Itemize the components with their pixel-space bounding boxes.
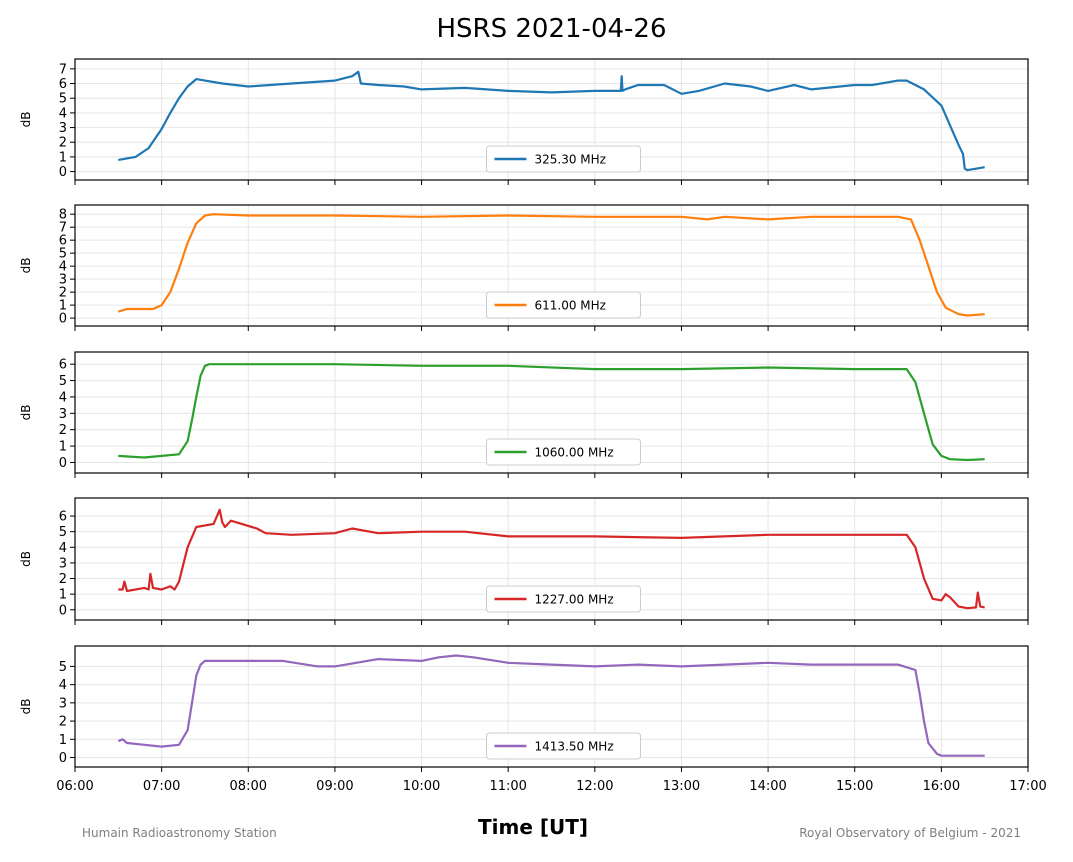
y-tick-label: 6 — [59, 234, 67, 249]
y-tick-label: 1 — [59, 588, 67, 603]
y-tick-label: 4 — [59, 390, 67, 405]
series-line — [117, 654, 985, 757]
legend-box — [486, 438, 641, 466]
y-tick-label: 1 — [59, 733, 67, 748]
x-tick-label: 15:00 — [836, 779, 873, 794]
legend-box — [486, 291, 641, 319]
y-tick-label: 4 — [59, 541, 67, 556]
panel-frame — [74, 351, 1029, 474]
y-tick-label: 2 — [59, 286, 67, 301]
y-tick-label: 5 — [59, 374, 67, 389]
y-tick-label: 5 — [59, 92, 67, 107]
x-tick-label: 17:00 — [1009, 779, 1046, 794]
y-tick-label: 0 — [59, 751, 67, 766]
y-tick-label: 0 — [59, 312, 67, 327]
panel-4: 0 1 2 3 4 5 dB 1413.50 MHz — [19, 645, 1029, 772]
y-tick-label: 1 — [59, 150, 67, 165]
legend-box — [486, 585, 641, 613]
legend: 325.30 MHz — [486, 145, 641, 173]
footer-observatory-credit: Royal Observatory of Belgium - 2021 — [799, 826, 1021, 840]
y-tick-label: 0 — [59, 456, 67, 471]
panel-2: 01 23 456 dB 1060.00 MHz — [19, 351, 1029, 478]
y-tick-label: 2 — [59, 715, 67, 730]
y-tick-label: 2 — [59, 572, 67, 587]
y-tick-label: 0 — [59, 165, 67, 180]
x-axis-label: Time [UT] — [478, 815, 589, 839]
x-tick-label: 16:00 — [923, 779, 960, 794]
y-tick-label: 5 — [59, 247, 67, 262]
y-tick-label: 2 — [59, 423, 67, 438]
y-tick-label: 4 — [59, 260, 67, 275]
x-tick-label: 11:00 — [489, 779, 526, 794]
x-tick-label: 08:00 — [230, 779, 267, 794]
panel-frame — [74, 58, 1029, 181]
y-tick-label: 5 — [59, 660, 67, 675]
panel-frame — [74, 204, 1029, 327]
y-axis-label: dB — [19, 699, 33, 715]
y-tick-label: 6 — [59, 77, 67, 92]
legend: 611.00 MHz — [486, 291, 641, 319]
y-tick-label: 0 — [59, 603, 67, 618]
y-tick-label: 4 — [59, 678, 67, 693]
y-tick-label: 8 — [59, 208, 67, 223]
footer-station-credit: Humain Radioastronomy Station — [82, 826, 277, 840]
y-tick-label: 7 — [59, 62, 67, 77]
legend-label: 611.00 MHz — [535, 299, 606, 313]
y-tick-label: 3 — [59, 696, 67, 711]
x-tick-label: 12:00 — [576, 779, 613, 794]
series-line — [117, 213, 985, 317]
x-tick-label: 06:00 — [56, 779, 93, 794]
legend-label: 325.30 MHz — [535, 153, 606, 167]
y-tick-label: 3 — [59, 556, 67, 571]
series-line — [118, 363, 985, 462]
legend: 1060.00 MHz — [486, 438, 641, 466]
series-line — [118, 70, 985, 172]
x-tick-label: 10:00 — [403, 779, 440, 794]
y-tick-label: 3 — [59, 121, 67, 136]
y-tick-label: 5 — [59, 525, 67, 540]
panel-frame — [74, 645, 1029, 768]
y-tick-label: 7 — [59, 221, 67, 236]
panel-frame — [74, 497, 1029, 621]
legend-label: 1060.00 MHz — [535, 446, 614, 460]
y-tick-label: 1 — [59, 299, 67, 314]
legend-box — [486, 732, 641, 760]
y-tick-label: 4 — [59, 106, 67, 121]
legend-box — [486, 145, 641, 173]
y-tick-label: 6 — [59, 358, 67, 373]
x-tick-label: 14:00 — [749, 779, 786, 794]
x-tick-label: 13:00 — [663, 779, 700, 794]
legend: 1227.00 MHz — [486, 585, 641, 613]
y-tick-label: 6 — [59, 510, 67, 525]
series-line — [118, 508, 985, 610]
y-axis-label: dB — [19, 112, 33, 128]
y-tick-label: 1 — [59, 440, 67, 455]
y-tick-label: 2 — [59, 136, 67, 151]
legend-label: 1413.50 MHz — [535, 740, 614, 754]
legend: 1413.50 MHz — [486, 732, 641, 760]
y-axis-label: dB — [19, 258, 33, 274]
y-tick-label: 3 — [59, 273, 67, 288]
chart-title: HSRS 2021-04-26 — [436, 14, 667, 44]
legend-label: 1227.00 MHz — [535, 593, 614, 607]
x-tick-label: 09:00 — [316, 779, 353, 794]
y-tick-label: 3 — [59, 407, 67, 422]
y-axis-label: dB — [19, 405, 33, 421]
y-axis-label: dB — [19, 551, 33, 567]
x-tick-label: 07:00 — [143, 779, 180, 794]
